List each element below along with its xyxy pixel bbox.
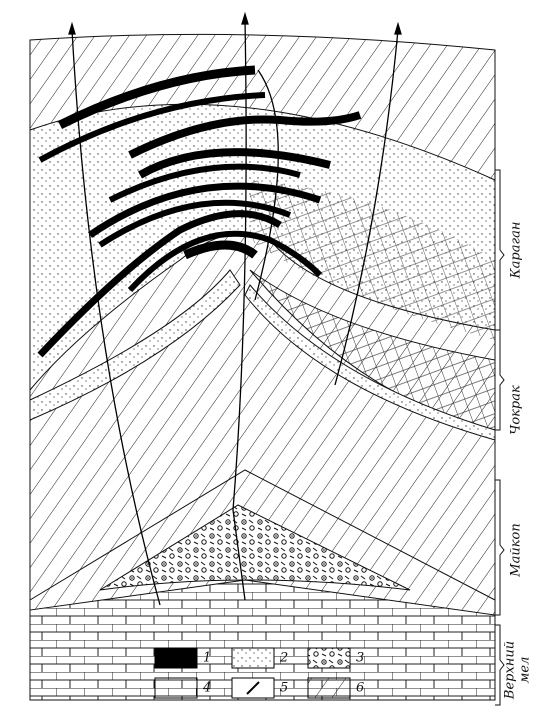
wells-and-faults — [68, 11, 402, 606]
legend-label: 1 — [203, 651, 211, 666]
legend-label: 3 — [356, 651, 364, 666]
oil-beds — [37, 65, 362, 358]
karagan-strata — [250, 180, 495, 340]
strat-label: мел — [518, 657, 533, 684]
legend-swatch — [307, 677, 351, 699]
legend-label: 5 — [280, 681, 288, 696]
bedding — [29, 469, 496, 601]
conglomerate — [99, 504, 411, 591]
legend-swatch — [231, 647, 275, 669]
legend-swatch — [154, 647, 198, 669]
legend-label: 2 — [279, 651, 288, 666]
chokrak-sand-right — [244, 284, 496, 441]
legend-fault — [246, 681, 260, 695]
legend-label: 4 — [202, 681, 211, 696]
legend: 1 2 3 4 5 6 — [154, 647, 364, 699]
strat-label: Майкоп — [509, 523, 524, 577]
legend-label: 6 — [356, 681, 364, 696]
strat-label: Верхний — [503, 641, 518, 700]
strat-label: Караган — [509, 222, 524, 280]
legend-swatch — [154, 677, 198, 699]
strat-label: Чокрак — [509, 385, 524, 435]
chokrak-sand — [29, 269, 241, 421]
section-body — [29, 11, 496, 701]
stratigraphy-braces — [495, 169, 505, 706]
legend-swatch — [307, 647, 351, 669]
